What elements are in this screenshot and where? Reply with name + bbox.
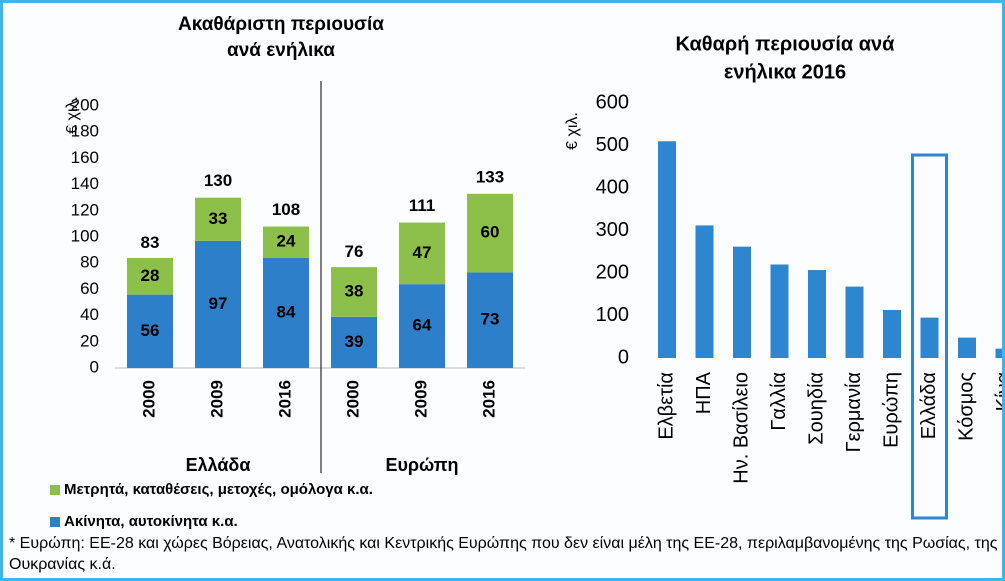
bar-segment — [127, 294, 173, 368]
bar — [695, 225, 714, 358]
x-tick-label: 2009 — [207, 380, 226, 418]
data-label: 73 — [481, 310, 500, 329]
data-label: 24 — [277, 232, 296, 251]
bar-segment — [467, 193, 513, 273]
y-tick-label: 300 — [596, 219, 629, 241]
y-tick-label: 0 — [90, 357, 99, 376]
bar — [883, 309, 901, 358]
bar — [658, 141, 676, 358]
y-tick-label: 200 — [596, 261, 629, 283]
y-tick-label: 0 — [618, 346, 629, 368]
bar-segment — [263, 257, 309, 368]
y-tick-label: 40 — [80, 305, 99, 324]
bar — [770, 264, 789, 358]
data-label: 28 — [141, 266, 160, 285]
bar — [920, 317, 939, 358]
x-tick-label: Σουηδία — [805, 372, 827, 445]
bar — [733, 246, 751, 358]
group-label: Ευρώπη — [385, 455, 458, 475]
y-tick-label: 400 — [596, 176, 629, 198]
x-tick-label: 2009 — [411, 380, 430, 418]
bar-segment — [399, 222, 445, 285]
chart-title: ενήλικα 2016 — [724, 61, 846, 83]
bar-segment — [331, 267, 377, 317]
bar — [845, 286, 864, 358]
y-axis-label: € χιλ. — [64, 96, 81, 134]
chart-title: Ακαθάριστη περιουσία — [178, 14, 384, 35]
legend-swatch — [50, 517, 60, 527]
data-label: 47 — [413, 243, 432, 262]
charts: Ακαθάριστη περιουσία ανά ενήλικα € χιλ. 0 20… — [50, 14, 1005, 530]
total-label: 108 — [272, 200, 300, 219]
x-tick-label: Γαλλία — [768, 372, 790, 431]
highlight-box — [911, 153, 948, 520]
data-label: 84 — [277, 302, 296, 321]
x-tick-label: Ην. Βασίλειο — [730, 372, 752, 484]
total-label: 83 — [141, 233, 160, 252]
y-tick-label: 180 — [71, 122, 99, 141]
bar-segment — [127, 257, 173, 295]
bar-segment — [331, 316, 377, 368]
group-label: Ελλάδα — [186, 455, 251, 475]
x-tick-label: Ευρώπη — [880, 372, 902, 448]
chart-title: Καθαρή περιουσία ανά — [676, 33, 896, 55]
x-tick-label: Κόσμος — [955, 372, 977, 441]
y-tick-label: 160 — [71, 148, 99, 167]
total-label: 133 — [476, 167, 504, 186]
data-label: 64 — [413, 316, 432, 335]
bar — [958, 337, 976, 358]
bar-segment — [195, 240, 241, 368]
legend-swatch — [50, 485, 60, 495]
legend-label: Μετρητά, καταθέσεις, μετοχές, ομόλογα κ.… — [64, 481, 373, 498]
chart-title: ανά ενήλικα — [227, 40, 335, 61]
x-tick-label: 2000 — [139, 380, 158, 418]
y-tick-label: 600 — [596, 91, 629, 113]
y-tick-label: 500 — [596, 134, 629, 156]
data-label: 60 — [481, 223, 500, 242]
y-tick-label: 100 — [596, 304, 629, 326]
bar-segment — [467, 272, 513, 368]
bar-segment — [195, 197, 241, 241]
bar-segment — [263, 226, 309, 258]
y-tick-label: 100 — [71, 226, 99, 245]
x-tick-label: 2016 — [275, 380, 294, 418]
total-label: 111 — [409, 196, 436, 215]
y-tick-label: 120 — [71, 200, 99, 219]
y-axis-label: € χιλ. — [564, 112, 581, 150]
data-label: 56 — [141, 321, 160, 340]
data-label: 38 — [345, 282, 364, 301]
data-label: 97 — [209, 294, 228, 313]
y-tick-label: 140 — [71, 174, 99, 193]
x-tick-label: Ελλάδα — [918, 372, 940, 439]
bar — [808, 270, 826, 358]
y-tick-label: 80 — [80, 253, 99, 272]
footnote: * Ευρώπη: ΕΕ-28 και χώρες Βόρειας, Ανατο… — [9, 535, 998, 573]
x-tick-label: 2016 — [479, 380, 498, 418]
x-tick-label: 2000 — [343, 380, 362, 418]
x-tick-label: Κίνα — [993, 372, 1005, 411]
data-label: 39 — [345, 332, 364, 351]
legend-label: Ακίνητα, αυτοκίνητα κ.α. — [64, 513, 238, 530]
y-tick-label: 60 — [80, 279, 99, 298]
x-tick-label: Γερμανία — [843, 372, 865, 452]
data-label: 33 — [209, 209, 228, 228]
y-tick-label: 20 — [80, 331, 99, 350]
x-tick-label: ΗΠΑ — [693, 371, 715, 414]
total-label: 130 — [204, 171, 232, 190]
y-tick-label: 200 — [71, 95, 99, 114]
bar — [995, 348, 1002, 358]
x-tick-label: Ελβετία — [655, 372, 677, 440]
bar-segment — [399, 284, 445, 368]
total-label: 76 — [345, 242, 364, 261]
